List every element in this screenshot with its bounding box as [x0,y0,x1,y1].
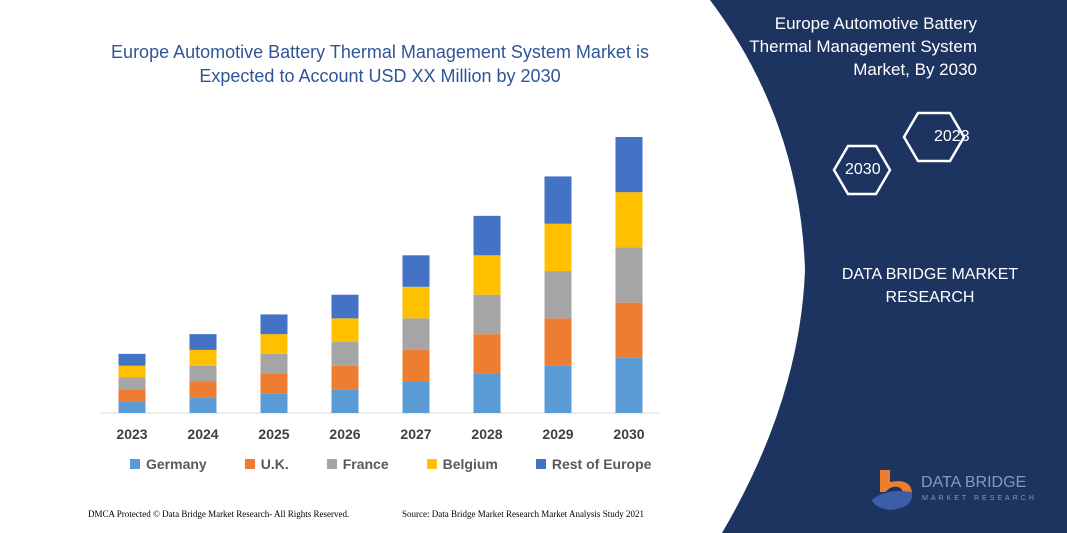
bar-2029-belgium [544,223,572,272]
bar-2030-rest-of-europe [615,137,643,193]
bar-2030-germany [615,357,643,413]
bar-2023-rest-of-europe [118,353,146,366]
x-tick-label: 2030 [613,426,645,442]
x-tick-label: 2027 [400,426,432,442]
bar-2030-france [615,247,643,303]
bar-2023-germany [118,401,146,413]
bar-2025-rest-of-europe [260,314,288,335]
legend-item-uk: U.K. [244,456,289,472]
bar-2027-france [402,318,430,350]
bar-2024-france [189,365,217,382]
hex-2030-icon [832,144,892,196]
legend-item-rest-of-europe: Rest of Europe [535,456,651,472]
bar-2026-belgium [331,318,359,343]
bar-2024-u-k- [189,381,217,398]
bar-2029-rest-of-europe [544,176,572,224]
legend-item-belgium: Belgium [426,456,498,472]
bar-2028-france [473,294,501,335]
bar-2028-rest-of-europe [473,215,501,256]
bar-2027-belgium [402,286,430,319]
bar-2028-belgium [473,255,501,295]
bar-2027-rest-of-europe [402,255,430,287]
bar-2026-rest-of-europe [331,294,359,319]
legend: Germany U.K. France Belgium Rest of Euro… [130,456,689,472]
bar-2027-u-k- [402,349,430,382]
x-tick-label: 2025 [258,426,290,442]
logo-subtext: MARKET RESEARCH [922,495,1037,502]
bar-2030-u-k- [615,302,643,358]
chart-title: Europe Automotive Battery Thermal Manage… [111,42,649,86]
bar-2029-u-k- [544,318,572,366]
legend-item-germany: Germany [130,456,207,472]
bar-2024-germany [189,397,217,413]
bar-2030-belgium [615,192,643,248]
bar-2026-germany [331,389,359,413]
hex-year-2030: 2030 [845,161,881,178]
bar-2024-belgium [189,349,217,366]
bar-2025-belgium [260,334,288,354]
x-tick-label: 2026 [329,426,361,442]
x-tick-label: 2029 [542,426,574,442]
bar-2028-u-k- [473,334,501,374]
bar-2025-u-k- [260,373,288,394]
logo-icon [872,470,913,510]
hex-2023-icon [902,111,966,163]
x-tick-label: 2024 [187,426,219,442]
bar-2025-france [260,353,288,374]
bar-2029-france [544,271,572,319]
bar-2023-u-k- [118,389,146,402]
bar-2028-germany [473,373,501,413]
legend-swatch [326,459,337,469]
bar-2029-germany [544,365,572,413]
legend-swatch [426,459,437,469]
legend-swatch [535,459,546,469]
hex-year-2023: 2023 [934,128,970,145]
side-panel-title: Europe Automotive Battery Thermal Manage… [749,14,977,79]
bar-2026-u-k- [331,365,359,390]
bar-2024-rest-of-europe [189,334,217,350]
x-tick-label: 2023 [116,426,148,442]
footer-source: Source: Data Bridge Market Research Mark… [402,509,644,519]
legend-item-france: France [326,456,389,472]
legend-swatch [130,459,140,469]
company-name: DATA BRIDGE MARKET RESEARCH [841,266,1019,306]
logo-text: DATA BRIDGE [921,474,1027,491]
bar-2023-belgium [118,365,146,378]
footer-copyright: DMCA Protected © Data Bridge Market Rese… [88,509,350,519]
bar-2027-germany [402,381,430,413]
bar-2026-france [331,342,359,366]
bar-2025-germany [260,393,288,413]
x-tick-label: 2028 [471,426,503,442]
bar-2023-france [118,377,146,390]
legend-swatch [244,459,255,469]
